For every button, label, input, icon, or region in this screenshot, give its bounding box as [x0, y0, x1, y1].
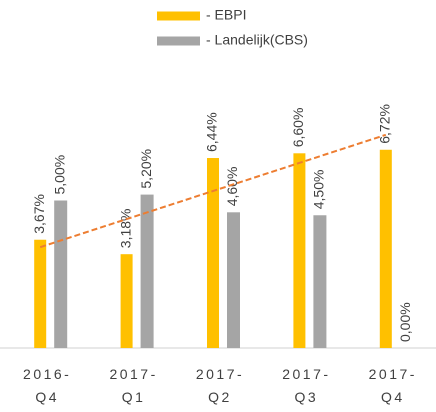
x-tick-label: 2017-Q1 — [109, 366, 158, 405]
value-label: 6,44% — [204, 112, 220, 152]
bar — [227, 212, 240, 348]
bar — [293, 153, 306, 348]
legend-label: - EBPI — [206, 7, 246, 23]
value-label: 3,67% — [31, 194, 47, 234]
value-label: 4,50% — [311, 170, 327, 210]
value-label: 4,60% — [224, 167, 240, 207]
trendline — [39, 133, 387, 249]
value-label: 3,18% — [117, 208, 133, 248]
bar — [207, 158, 219, 348]
bar — [54, 200, 68, 348]
value-label: 5,00% — [51, 155, 67, 195]
x-tick-label: 2017-Q3 — [282, 366, 331, 405]
bar — [379, 149, 392, 348]
x-tick-label: 2017-Q4 — [368, 366, 417, 405]
value-label: 0,00% — [397, 302, 413, 342]
bar — [313, 215, 327, 348]
legend-swatch — [157, 11, 200, 21]
bar — [120, 254, 133, 348]
legend-swatch — [157, 36, 200, 46]
value-label: 6,72% — [377, 104, 393, 144]
x-tick-label: 2016-Q4 — [23, 366, 72, 405]
value-label: 6,60% — [290, 108, 306, 148]
value-label: 5,20% — [138, 149, 154, 189]
bar — [140, 194, 154, 348]
x-tick-label: 2017-Q2 — [195, 366, 245, 405]
legend-label: - Landelijk(CBS) — [206, 32, 308, 48]
bar — [34, 239, 47, 348]
